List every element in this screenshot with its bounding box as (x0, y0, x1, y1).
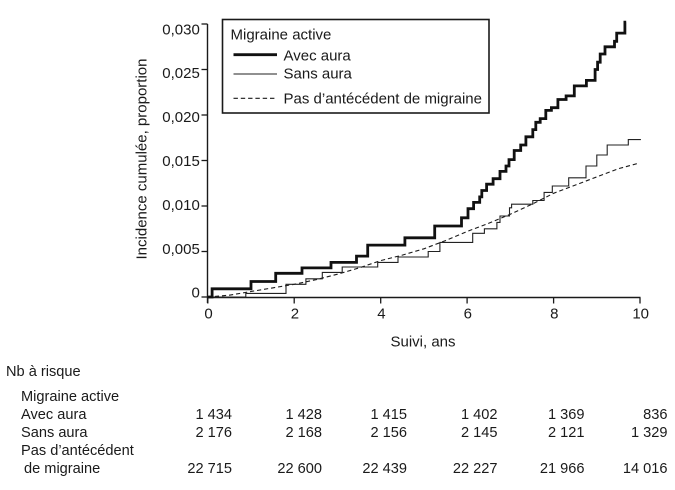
svg-text:Sans aura: Sans aura (21, 425, 88, 441)
svg-text:21 966: 21 966 (540, 461, 585, 477)
svg-text:2 156: 2 156 (370, 425, 407, 441)
svg-text:Migraine active: Migraine active (21, 389, 119, 405)
svg-text:Avec aura: Avec aura (284, 47, 352, 64)
svg-text:0: 0 (191, 285, 199, 302)
svg-text:Incidence cumulée, proportion: Incidence cumulée, proportion (134, 59, 151, 260)
svg-text:22 227: 22 227 (453, 461, 498, 477)
svg-text:0,025: 0,025 (162, 65, 200, 82)
svg-text:836: 836 (643, 407, 667, 423)
svg-text:Pas d’antécédent de migraine: Pas d’antécédent de migraine (284, 91, 482, 108)
svg-text:0: 0 (204, 306, 212, 323)
svg-text:Sans aura: Sans aura (284, 65, 353, 82)
svg-text:Suivi, ans: Suivi, ans (390, 334, 455, 351)
svg-text:0,030: 0,030 (162, 21, 200, 38)
svg-text:10: 10 (632, 306, 649, 323)
svg-text:1 434: 1 434 (195, 407, 232, 423)
svg-text:14 016: 14 016 (623, 461, 668, 477)
svg-text:1 369: 1 369 (548, 407, 585, 423)
svg-text:6: 6 (464, 306, 472, 323)
svg-text:0,020: 0,020 (162, 109, 200, 126)
svg-text:Pas d’antécédent: Pas d’antécédent (21, 443, 134, 459)
svg-text:1 329: 1 329 (631, 425, 668, 441)
svg-text:de migraine: de migraine (24, 461, 100, 477)
svg-text:1 415: 1 415 (370, 407, 407, 423)
svg-text:8: 8 (550, 306, 558, 323)
svg-text:1 428: 1 428 (285, 407, 322, 423)
svg-text:2 145: 2 145 (461, 425, 498, 441)
svg-text:Migraine active: Migraine active (231, 26, 332, 43)
svg-text:22 715: 22 715 (187, 461, 232, 477)
svg-text:2: 2 (291, 306, 299, 323)
svg-text:2 168: 2 168 (285, 425, 322, 441)
svg-text:Avec aura: Avec aura (21, 407, 87, 423)
svg-text:0,005: 0,005 (162, 241, 200, 258)
svg-text:1 402: 1 402 (461, 407, 498, 423)
svg-text:22 439: 22 439 (362, 461, 407, 477)
svg-text:4: 4 (377, 306, 385, 323)
svg-text:0,015: 0,015 (162, 153, 200, 170)
svg-text:22 600: 22 600 (277, 461, 322, 477)
svg-text:2 121: 2 121 (548, 425, 585, 441)
svg-text:2 176: 2 176 (195, 425, 232, 441)
svg-text:0,010: 0,010 (162, 197, 200, 214)
svg-text:Nb à risque: Nb à risque (6, 364, 81, 380)
